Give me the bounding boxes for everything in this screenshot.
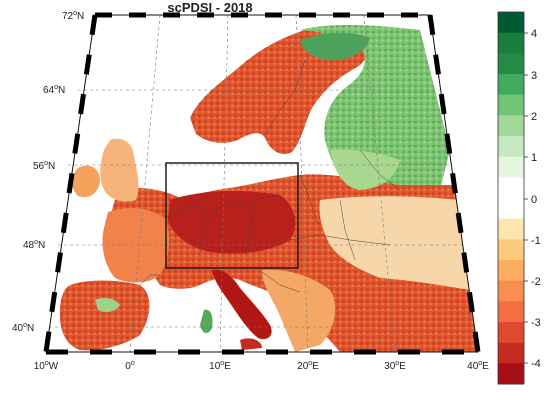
lon-label-0: 0o xyxy=(125,360,135,372)
graticule-lon-0 xyxy=(129,14,161,353)
lon-label-40e: 40oE xyxy=(467,360,489,372)
scandinavia-land xyxy=(190,28,368,155)
lon-label-30e: 30oE xyxy=(384,360,406,372)
longitude-labels: 10oW 0o 10oE 20oE 30oE 40oE xyxy=(34,360,489,372)
colorbar-segment xyxy=(498,363,524,385)
map-frame-border xyxy=(45,14,479,353)
lat-label-72: 72oN xyxy=(62,10,84,22)
colorbar-tick-label: 1 xyxy=(531,152,537,164)
colorbar-tick-label: 2 xyxy=(531,111,537,123)
colorbar-segment xyxy=(498,239,524,261)
france-land xyxy=(102,208,170,283)
border-line-e xyxy=(299,174,319,226)
frame-left-checker xyxy=(43,14,98,353)
colorbar: 4 3 2 1 0 -1 -2 -3 -4 xyxy=(497,11,541,385)
lat-label-48: 48oN xyxy=(23,239,45,251)
border-line-i xyxy=(261,271,301,293)
north-scandinavia-wet xyxy=(300,32,370,61)
colorbar-segment xyxy=(498,260,524,282)
turkey-land xyxy=(337,312,470,352)
study-region-box xyxy=(165,162,299,269)
sardinia-land xyxy=(200,309,213,334)
lon-label-10w: 10oW xyxy=(34,360,59,372)
border-line-a xyxy=(164,194,281,219)
lat-label-56: 56oN xyxy=(33,160,55,172)
latitude-labels: 72oN 64oN 56oN 48oN 40oN xyxy=(12,10,84,334)
border-line-c xyxy=(244,204,256,256)
colorbar-segment xyxy=(498,177,524,199)
lon-label-20e: 20oE xyxy=(297,360,319,372)
colorbar-segments xyxy=(498,12,524,385)
colorbar-segment xyxy=(498,218,524,240)
colorbar-segment xyxy=(498,94,524,116)
italy-land xyxy=(212,269,272,340)
lon-label-10e: 10oE xyxy=(209,360,231,372)
border-line-f xyxy=(339,199,356,261)
border-line-h xyxy=(264,59,306,136)
colorbar-segment xyxy=(498,53,524,75)
great-britain-land xyxy=(100,138,139,202)
ireland-land xyxy=(72,165,100,198)
lat-label-40: 40oN xyxy=(12,322,34,334)
colorbar-segment xyxy=(498,115,524,137)
colorbar-segment xyxy=(498,301,524,323)
lat-label-64: 64oN xyxy=(43,84,65,96)
colorbar-segment xyxy=(498,74,524,96)
colorbar-segment xyxy=(498,32,524,54)
colorbar-tick-label: -2 xyxy=(531,276,541,288)
border-line-d xyxy=(289,234,391,246)
land-areas xyxy=(60,25,478,352)
map-title: scPDSI - 2018 xyxy=(167,0,252,15)
country-borders xyxy=(139,59,401,293)
graticule-lon-20e xyxy=(295,14,309,353)
frame-checker-edges xyxy=(43,12,481,355)
baltic-wet-patch xyxy=(330,149,400,190)
border-line-j xyxy=(139,274,160,286)
colorbar-border xyxy=(497,11,525,385)
iberia-land xyxy=(60,280,150,351)
graticule-lon-30e xyxy=(363,14,396,353)
iberia-wet-patch xyxy=(95,297,120,313)
colorbar-segment xyxy=(498,156,524,178)
colorbar-segment xyxy=(498,198,524,220)
sicily-land xyxy=(240,338,262,350)
colorbar-segment xyxy=(498,322,524,344)
central-europe-drought-core xyxy=(168,190,296,254)
colorbar-tick-label: -1 xyxy=(531,235,541,247)
graticule-lon-10e xyxy=(219,14,229,353)
colorbar-segment xyxy=(498,136,524,158)
colorbar-segment xyxy=(498,280,524,302)
colorbar-tick-label: 4 xyxy=(531,28,537,40)
colorbar-tick-label: -4 xyxy=(531,358,541,370)
border-line-b xyxy=(199,211,211,253)
balkans-land xyxy=(262,269,336,352)
colorbar-ticks: 4 3 2 1 0 -1 -2 -3 -4 xyxy=(524,28,541,370)
frame-right-checker xyxy=(427,14,481,353)
colorbar-segment xyxy=(498,342,524,364)
colorbar-tick-label: 0 xyxy=(531,194,537,206)
colorbar-tick-label: 3 xyxy=(531,70,537,82)
colorbar-segment xyxy=(498,12,524,34)
colorbar-tick-label: -3 xyxy=(531,317,541,329)
eastern-europe-mixed xyxy=(319,196,470,290)
border-line-g xyxy=(359,149,401,191)
